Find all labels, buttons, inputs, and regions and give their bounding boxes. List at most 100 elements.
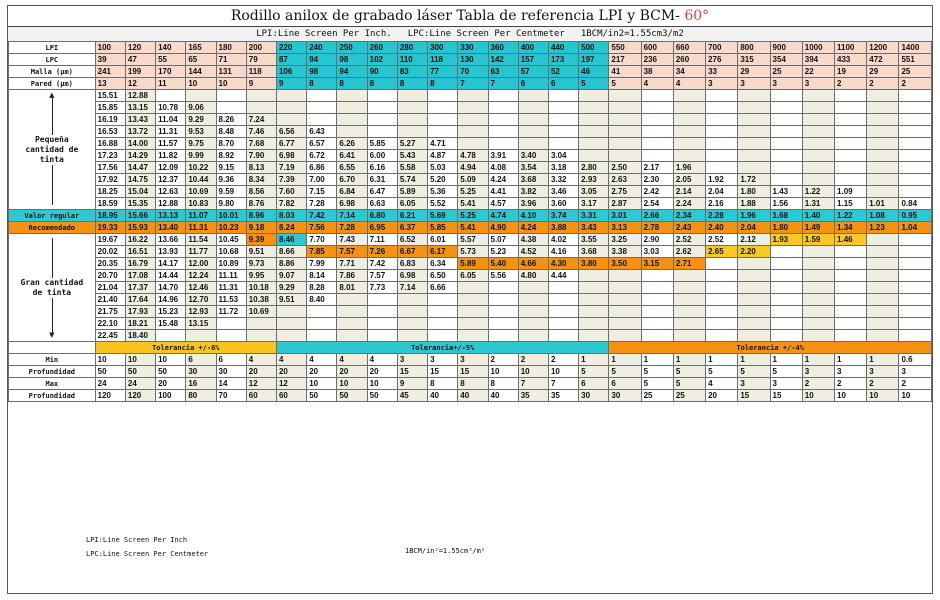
value-cell <box>737 113 771 126</box>
header-cell: 236 <box>640 53 674 66</box>
recomendado-cell: 2.43 <box>672 221 707 234</box>
footer-cell: 24 <box>124 377 157 390</box>
value-cell <box>705 269 739 282</box>
valor-cell: 1.40 <box>801 209 836 222</box>
footer-row: Max 24 24 20 16 14 12 12 10 10 10 9 8 8 8 7 7 6 6 5 5 4 3 3 2 2 2 2 <box>8 377 932 390</box>
value-cell <box>336 125 368 138</box>
recomendado-cell: 10.23 <box>215 221 247 234</box>
header-cell: 660 <box>672 41 707 54</box>
value-cell: 7.73 <box>366 281 398 294</box>
value-cell <box>487 125 519 138</box>
value-cell <box>547 281 580 294</box>
footer-cell: 15 <box>737 389 771 402</box>
value-cell: 17.37 <box>124 281 157 294</box>
value-cell <box>769 245 803 258</box>
value-cell: 6.17 <box>427 245 459 258</box>
value-cell <box>866 233 900 246</box>
value-cell: 2.52 <box>672 233 707 246</box>
value-cell: 12.24 <box>185 269 217 282</box>
header-cell: 87 <box>275 53 308 66</box>
value-cell <box>866 281 900 294</box>
header-cell: 550 <box>608 41 642 54</box>
value-cell: 1.15 <box>834 197 868 210</box>
value-cell: 1.92 <box>705 173 739 186</box>
value-cell: 5.25 <box>457 185 489 198</box>
valor-cell: 1.96 <box>737 209 771 222</box>
value-cell <box>336 101 368 114</box>
value-cell <box>834 281 868 294</box>
value-cell <box>427 305 459 318</box>
header-cell: 90 <box>366 65 398 78</box>
value-cell: 4.02 <box>547 233 580 246</box>
header-cell: 13 <box>94 77 126 90</box>
table-row: Gran cantidad de tinta ▼ 19.67 16.22 13.66 11… <box>8 233 932 342</box>
footer-cell: 10 <box>898 389 932 402</box>
value-cell <box>155 329 187 342</box>
value-cell <box>608 281 642 294</box>
footer-cell: 0.6 <box>898 353 932 366</box>
header-cell: 118 <box>427 53 459 66</box>
table-row: 22.10 18.21 15.48 13.15 <box>9 317 932 330</box>
value-cell: 1.43 <box>769 185 803 198</box>
value-cell: 8.13 <box>245 161 277 174</box>
value-cell <box>396 89 429 102</box>
value-cell: 13.15 <box>185 317 217 330</box>
value-cell: 6.47 <box>366 185 398 198</box>
value-cell <box>640 89 674 102</box>
value-cell <box>898 173 932 186</box>
value-cell <box>578 269 610 282</box>
value-cell <box>275 101 308 114</box>
header-cell: 118 <box>245 65 277 78</box>
value-cell: 2.50 <box>608 161 642 174</box>
value-cell <box>306 89 338 102</box>
value-cell: 5.41 <box>457 197 489 210</box>
value-cell: 7.85 <box>306 245 338 258</box>
value-cell: 3.04 <box>547 149 580 162</box>
value-cell: 2.14 <box>672 185 707 198</box>
value-cell: 10.89 <box>215 257 247 270</box>
value-cell: 9.29 <box>275 281 308 294</box>
value-cell: 4.41 <box>487 185 519 198</box>
value-cell <box>769 89 803 102</box>
value-cell: 9.53 <box>185 125 217 138</box>
footer-cell: 6 <box>185 353 217 366</box>
footer-cell: 3 <box>457 353 489 366</box>
header-cell: 39 <box>94 53 126 66</box>
value-cell: 9.73 <box>245 257 277 270</box>
footer-cell: 3 <box>898 365 932 378</box>
value-cell: 6.26 <box>336 137 368 150</box>
value-cell <box>275 89 308 102</box>
value-cell <box>801 101 836 114</box>
value-cell: 7.57 <box>366 269 398 282</box>
value-cell <box>737 305 771 318</box>
value-cell: 1.56 <box>769 197 803 210</box>
footer-cell: 4 <box>705 377 739 390</box>
value-cell: 18.59 <box>94 197 126 210</box>
header-cell: 4 <box>672 77 707 90</box>
value-cell: 3.80 <box>578 257 610 270</box>
recomendado-cell: 2.04 <box>737 221 771 234</box>
value-cell: 4.52 <box>517 245 549 258</box>
value-cell: 3.05 <box>578 185 610 198</box>
value-cell <box>336 293 368 306</box>
header-cell: 3 <box>801 77 836 90</box>
header-cell: 472 <box>866 53 900 66</box>
value-cell <box>427 317 459 330</box>
value-cell: 1.88 <box>737 197 771 210</box>
value-cell: 3.68 <box>517 173 549 186</box>
footer-cell: 3 <box>801 365 836 378</box>
value-cell <box>608 269 642 282</box>
value-cell <box>640 317 674 330</box>
value-cell: 5.85 <box>366 137 398 150</box>
value-cell <box>336 89 368 102</box>
value-cell: 8.92 <box>215 149 247 162</box>
header-cell: 29 <box>866 65 900 78</box>
footer-cell: 30 <box>215 365 247 378</box>
value-cell <box>487 113 519 126</box>
header-cell: 199 <box>124 65 157 78</box>
header-cell: 79 <box>245 53 277 66</box>
header-cell: 46 <box>578 65 610 78</box>
value-cell <box>578 113 610 126</box>
header-cell: 57 <box>517 65 549 78</box>
value-cell: 6.16 <box>366 161 398 174</box>
